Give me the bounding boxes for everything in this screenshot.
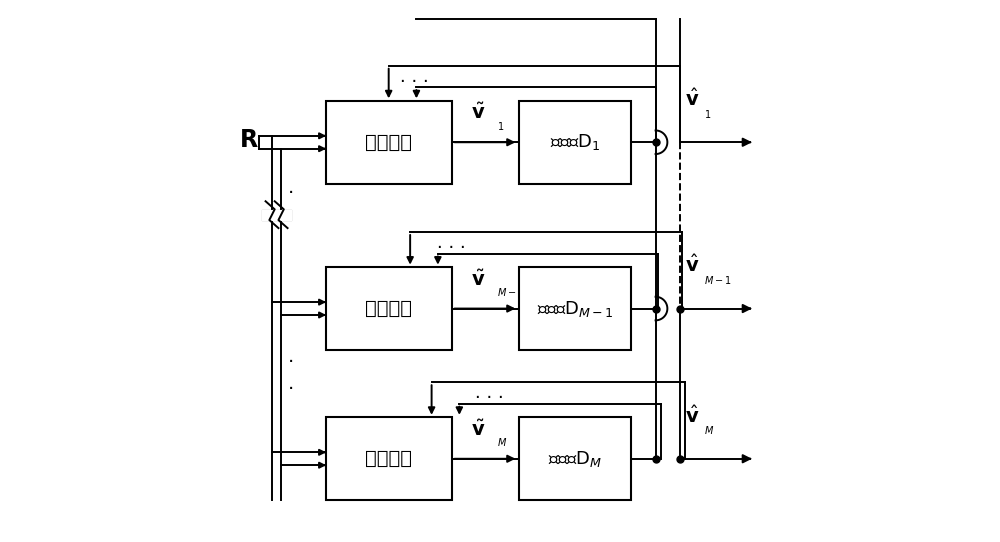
Text: ·: · [288,184,294,203]
Text: · · ·: · · · [475,389,504,408]
Text: 译码器D$_M$: 译码器D$_M$ [548,449,602,469]
Text: ·: · [288,353,294,372]
Text: $\tilde{\mathbf{v}}$: $\tilde{\mathbf{v}}$ [471,269,486,290]
Text: 译码器D$_{M-1}$: 译码器D$_{M-1}$ [537,299,613,319]
Text: · · ·: · · · [400,73,429,91]
Text: $\mathbf{R}$: $\mathbf{R}$ [239,127,259,152]
Text: 接收估计: 接收估计 [365,299,412,318]
Text: $_{M-1}$: $_{M-1}$ [704,273,732,287]
Text: $\tilde{\mathbf{v}}$: $\tilde{\mathbf{v}}$ [471,420,486,440]
Text: $\tilde{\mathbf{v}}$: $\tilde{\mathbf{v}}$ [471,104,486,124]
Text: · · ·: · · · [437,239,466,257]
FancyBboxPatch shape [519,101,631,184]
FancyBboxPatch shape [519,267,631,350]
Text: 接收估计: 接收估计 [365,133,412,152]
Text: $_{M-1}$: $_{M-1}$ [497,285,525,299]
FancyBboxPatch shape [326,267,452,350]
FancyBboxPatch shape [326,101,452,184]
FancyBboxPatch shape [519,417,631,500]
Text: $\hat{\mathbf{v}}$: $\hat{\mathbf{v}}$ [685,88,699,110]
Text: $\hat{\mathbf{v}}$: $\hat{\mathbf{v}}$ [685,405,699,427]
Text: 译码器D$_1$: 译码器D$_1$ [550,132,600,152]
Text: 接收估计: 接收估计 [365,449,412,468]
FancyBboxPatch shape [326,417,452,500]
Text: ·: · [288,379,294,398]
Text: $_{M}$: $_{M}$ [704,423,714,437]
Text: $_{1}$: $_{1}$ [704,107,711,121]
Text: $\hat{\mathbf{v}}$: $\hat{\mathbf{v}}$ [685,254,699,276]
Text: $_{M}$: $_{M}$ [497,435,508,449]
Text: $_{1}$: $_{1}$ [497,119,505,133]
